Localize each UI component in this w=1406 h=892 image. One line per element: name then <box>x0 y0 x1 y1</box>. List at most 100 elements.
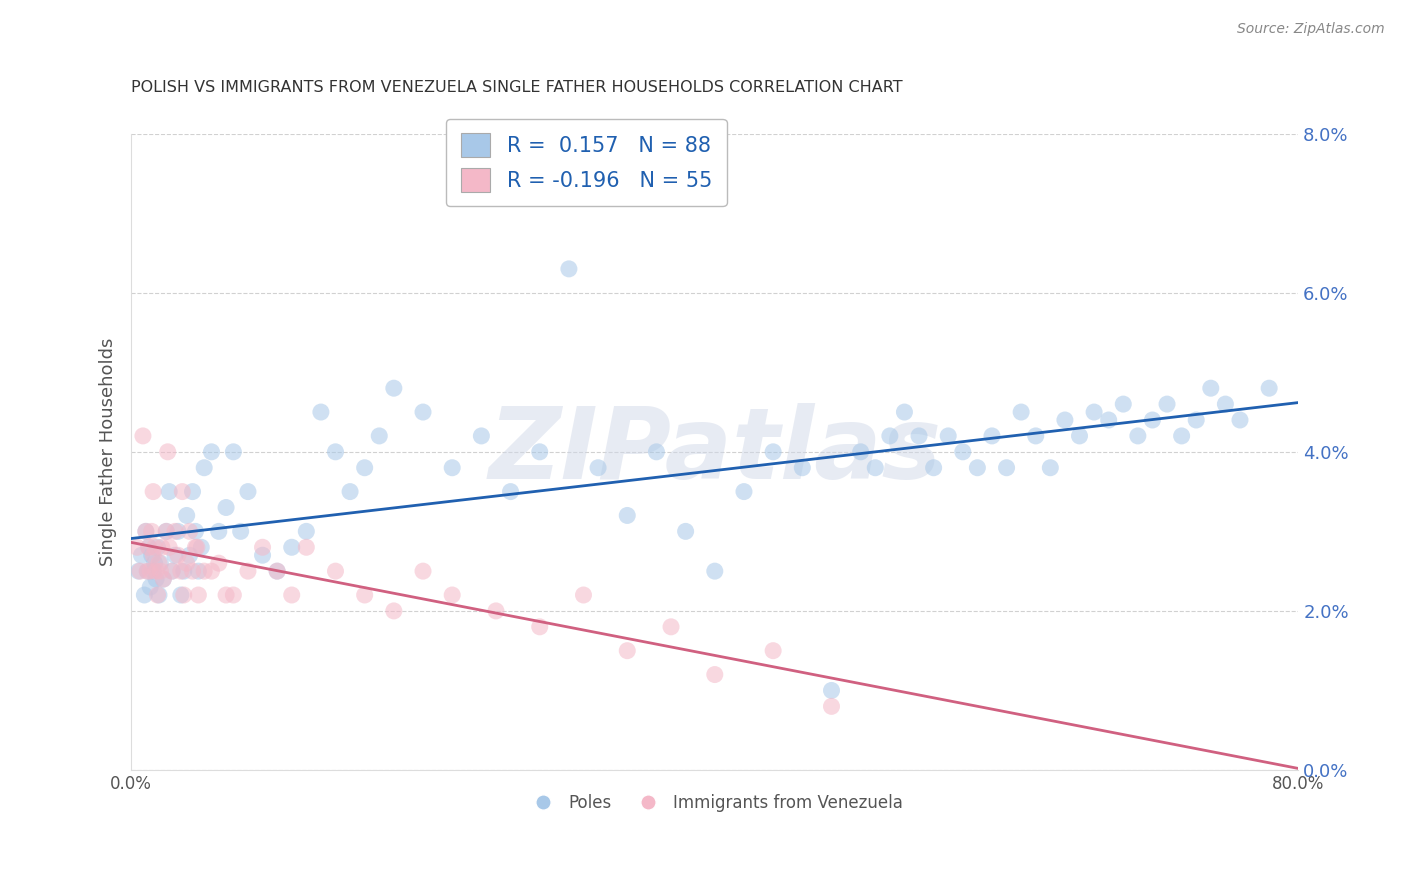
Point <box>266 564 288 578</box>
Point <box>145 572 167 586</box>
Point <box>470 429 492 443</box>
Point <box>143 541 166 555</box>
Point <box>136 564 159 578</box>
Point <box>280 541 302 555</box>
Point <box>170 588 193 602</box>
Point <box>1185 413 1208 427</box>
Point <box>499 484 522 499</box>
Point <box>229 524 252 539</box>
Point <box>156 445 179 459</box>
Point <box>145 564 167 578</box>
Point <box>190 541 212 555</box>
Point <box>966 460 988 475</box>
Point <box>572 588 595 602</box>
Point <box>179 548 201 562</box>
Point <box>529 620 551 634</box>
Point <box>208 556 231 570</box>
Legend: Poles, Immigrants from Venezuela: Poles, Immigrants from Venezuela <box>520 788 910 819</box>
Point <box>173 588 195 602</box>
Point <box>339 484 361 499</box>
Point <box>149 556 172 570</box>
Point <box>184 541 207 555</box>
Point <box>995 460 1018 475</box>
Point <box>382 381 405 395</box>
Point <box>1229 413 1251 427</box>
Point <box>139 580 162 594</box>
Point <box>908 429 931 443</box>
Point <box>441 460 464 475</box>
Point <box>353 588 375 602</box>
Point <box>179 524 201 539</box>
Point <box>187 564 209 578</box>
Point <box>879 429 901 443</box>
Point <box>163 548 186 562</box>
Point <box>1126 429 1149 443</box>
Point <box>142 564 165 578</box>
Point <box>193 564 215 578</box>
Point <box>441 588 464 602</box>
Point <box>146 588 169 602</box>
Point <box>222 445 245 459</box>
Point <box>149 564 172 578</box>
Point <box>952 445 974 459</box>
Point <box>155 524 177 539</box>
Point <box>135 524 157 539</box>
Point <box>659 620 682 634</box>
Point <box>295 524 318 539</box>
Point <box>325 445 347 459</box>
Point <box>849 445 872 459</box>
Point <box>616 508 638 523</box>
Point <box>529 445 551 459</box>
Point <box>150 541 173 555</box>
Text: Source: ZipAtlas.com: Source: ZipAtlas.com <box>1237 22 1385 37</box>
Point <box>131 548 153 562</box>
Point <box>586 460 609 475</box>
Point <box>703 564 725 578</box>
Point <box>148 588 170 602</box>
Text: ZIPatlas: ZIPatlas <box>488 403 942 500</box>
Point <box>215 500 238 515</box>
Point <box>266 564 288 578</box>
Point <box>762 643 785 657</box>
Point <box>733 484 755 499</box>
Point <box>368 429 391 443</box>
Point <box>181 564 204 578</box>
Point <box>981 429 1004 443</box>
Point <box>152 572 174 586</box>
Point <box>865 460 887 475</box>
Point <box>134 588 156 602</box>
Point <box>1215 397 1237 411</box>
Point <box>1142 413 1164 427</box>
Point <box>141 524 163 539</box>
Point <box>222 588 245 602</box>
Point <box>1039 460 1062 475</box>
Point <box>142 484 165 499</box>
Point <box>820 683 842 698</box>
Text: POLISH VS IMMIGRANTS FROM VENEZUELA SINGLE FATHER HOUSEHOLDS CORRELATION CHART: POLISH VS IMMIGRANTS FROM VENEZUELA SING… <box>131 80 903 95</box>
Point <box>128 564 150 578</box>
Point <box>155 524 177 539</box>
Point <box>160 564 183 578</box>
Point <box>820 699 842 714</box>
Point <box>136 564 159 578</box>
Point <box>1025 429 1047 443</box>
Point <box>295 541 318 555</box>
Point <box>181 484 204 499</box>
Point <box>1258 381 1281 395</box>
Point <box>675 524 697 539</box>
Point <box>138 541 160 555</box>
Point <box>160 564 183 578</box>
Point <box>936 429 959 443</box>
Point <box>309 405 332 419</box>
Y-axis label: Single Father Households: Single Father Households <box>100 338 117 566</box>
Point <box>922 460 945 475</box>
Point <box>645 445 668 459</box>
Point <box>176 508 198 523</box>
Point <box>1156 397 1178 411</box>
Point <box>1199 381 1222 395</box>
Point <box>167 548 190 562</box>
Point <box>172 484 194 499</box>
Point <box>184 524 207 539</box>
Point <box>1053 413 1076 427</box>
Point <box>1112 397 1135 411</box>
